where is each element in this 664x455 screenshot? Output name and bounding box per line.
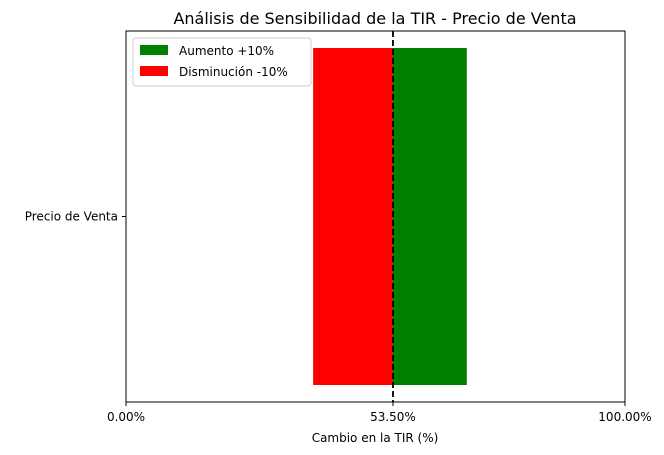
y-tick-label: Precio de Venta bbox=[25, 210, 118, 224]
bar-decrease bbox=[313, 48, 393, 385]
x-tick-label: 53.50% bbox=[370, 410, 416, 424]
legend-label: Aumento +10% bbox=[179, 44, 274, 58]
bar-increase bbox=[392, 48, 467, 385]
x-tick-label: 0.00% bbox=[107, 410, 145, 424]
chart-title: Análisis de Sensibilidad de la TIR - Pre… bbox=[173, 9, 576, 28]
x-axis: 0.00% 53.50% 100.00% bbox=[107, 402, 652, 424]
legend: Aumento +10% Disminución -10% bbox=[132, 37, 312, 87]
legend-swatch bbox=[140, 66, 168, 76]
x-tick-label: 100.00% bbox=[598, 410, 651, 424]
legend-swatch bbox=[140, 45, 168, 55]
x-axis-label: Cambio en la TIR (%) bbox=[312, 431, 439, 445]
bars-group bbox=[313, 48, 467, 385]
y-axis: Precio de Venta bbox=[25, 210, 126, 224]
legend-label: Disminución -10% bbox=[179, 65, 288, 79]
